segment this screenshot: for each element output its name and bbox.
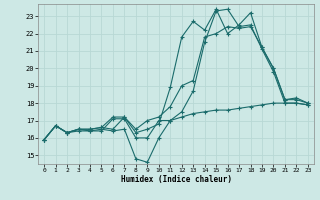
X-axis label: Humidex (Indice chaleur): Humidex (Indice chaleur) bbox=[121, 175, 231, 184]
